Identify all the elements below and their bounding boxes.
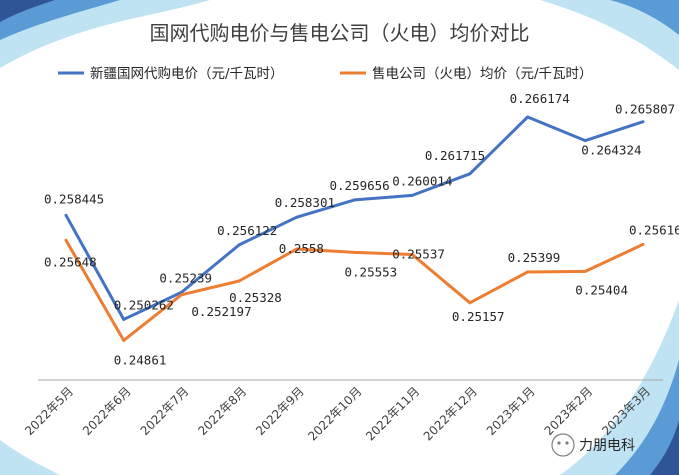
data-label-0-4: 0.258301 (275, 195, 335, 210)
data-label-layer: 0.258445 0.250262 0.25239 0.256122 0.258301 0… (44, 91, 679, 367)
data-label-1-10: 0.25616 (629, 222, 679, 237)
data-point-0-9 (583, 139, 587, 143)
data-label-0-10: 0.265807 (615, 102, 675, 117)
data-point-1-3 (237, 279, 241, 283)
x-tick-label-6: 2022年11月 (363, 384, 422, 443)
data-label-0-7: 0.261715 (425, 148, 485, 163)
data-label-0-3: 0.256122 (217, 223, 277, 238)
x-tick-label-0: 2022年5月 (22, 384, 76, 438)
x-tick-label-2: 2022年7月 (138, 384, 192, 438)
watermark: 力朋电科 (551, 433, 635, 457)
data-point-0-6 (410, 193, 414, 197)
data-point-0-7 (468, 172, 472, 176)
data-label-0-9: 0.264324 (581, 143, 641, 158)
data-point-1-5 (353, 250, 356, 254)
x-tick-label-4: 2022年9月 (253, 384, 307, 438)
data-label-1-5: 0.25553 (345, 264, 398, 279)
data-label-0-8: 0.266174 (510, 91, 570, 106)
legend: 新疆国网代购电价（元/千瓦时） 售电公司（火电）均价（元/千瓦时） (58, 66, 593, 82)
data-point-1-0 (64, 238, 68, 242)
data-point-1-9 (583, 269, 587, 273)
data-point-0-0 (64, 213, 68, 217)
data-label-1-3: 0.25328 (229, 290, 282, 305)
wechat-icon (551, 433, 575, 457)
watermark-text: 力朋电科 (579, 438, 635, 454)
x-tick-label-1: 2022年6月 (80, 384, 134, 438)
data-label-0-5: 0.259656 (330, 178, 390, 193)
legend-label-guowang: 新疆国网代购电价（元/千瓦时） (90, 66, 284, 82)
data-point-1-7 (468, 301, 472, 305)
data-point-1-6 (410, 253, 414, 256)
data-label-1-1: 0.24861 (114, 352, 167, 367)
legend-label-shoudian: 售电公司（火电）均价（元/千瓦时） (372, 66, 593, 82)
data-label-0-0: 0.258445 (44, 191, 104, 206)
x-tick-label-9: 2023年2月 (542, 384, 596, 438)
data-point-0-1 (122, 317, 126, 321)
data-label-1-8: 0.25399 (508, 250, 561, 265)
data-point-1-10 (641, 242, 645, 246)
data-point-0-3 (237, 243, 241, 247)
data-point-1-8 (526, 270, 530, 274)
data-point-1-1 (122, 338, 126, 342)
x-tick-label-7: 2022年12月 (421, 384, 480, 443)
data-label-0-6: 0.260014 (392, 173, 452, 188)
data-point-0-10 (641, 120, 645, 124)
data-label-1-9: 0.25404 (575, 282, 628, 297)
data-label-0-2: 0.25239 (159, 270, 212, 285)
data-point-0-5 (353, 198, 356, 202)
x-tick-label-3: 2022年8月 (195, 384, 249, 438)
data-label-0-1: 0.250262 (114, 297, 174, 312)
series-layer (64, 115, 645, 342)
data-point-0-8 (526, 115, 530, 119)
data-label-1-7: 0.25157 (452, 309, 505, 324)
x-tick-label-5: 2022年10月 (305, 384, 364, 443)
data-point-1-4 (295, 247, 299, 251)
series-line-0 (64, 115, 644, 321)
data-point-1-2 (179, 293, 183, 297)
chart-title: 国网代购电价与售电公司（火电）均价对比 (150, 21, 530, 45)
data-point-0-4 (295, 215, 299, 219)
data-label-1-0: 0.25648 (44, 254, 97, 269)
data-label-1-4: 0.2558 (279, 241, 324, 256)
data-label-1-2: 0.252197 (191, 304, 251, 319)
data-label-1-6: 0.25537 (392, 247, 445, 262)
x-tick-label-8: 2023年1月 (484, 384, 538, 438)
